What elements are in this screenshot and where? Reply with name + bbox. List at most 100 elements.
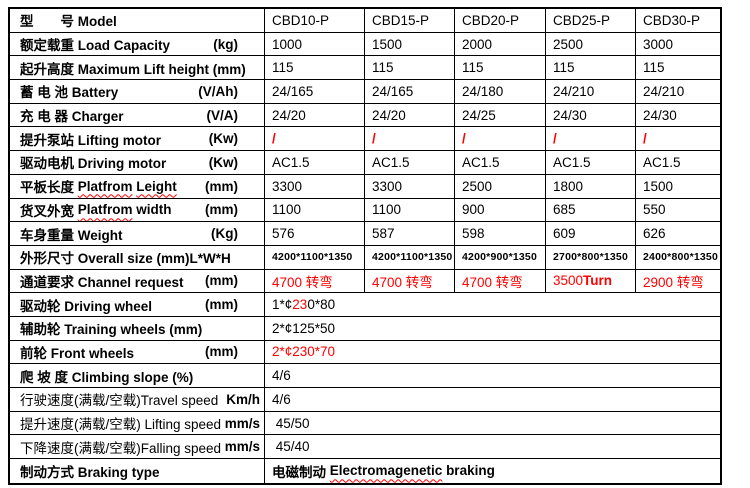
value-driving-wheel: 1*¢ 23 0*80 <box>264 293 720 316</box>
value-overall-size-col5: 2400*800*1350 <box>635 245 720 269</box>
value-overall-size-col3: 4200*900*1350 <box>454 245 545 269</box>
label-text: 提升速度(满载/空载) Lifting speed <box>20 417 222 433</box>
label-text: 外形尺寸 Overall size (mm)L*W*H <box>20 251 231 267</box>
cell-text: 115 <box>553 60 575 76</box>
value-channel-request-col1: 4700 转弯 <box>264 269 364 293</box>
value-load-capacity-col2: 1500 <box>364 32 454 56</box>
cell-text: 4200*1100*1350 <box>372 251 453 264</box>
cell-text: 24/165 <box>372 83 414 99</box>
value-load-capacity-col1: 1000 <box>264 32 364 56</box>
row-label-weight: 车身重量 Weight (Kg) <box>10 222 264 245</box>
value-max-lift-height-col3: 115 <box>454 56 545 80</box>
value-lifting-motor-col1: / <box>264 127 364 151</box>
label-text: (mm) <box>205 273 238 289</box>
value-model-col3: CBD20-P <box>454 9 545 32</box>
label-text: (mm) <box>205 178 238 194</box>
table-row-weight: 车身重量 Weight (Kg) 576 587 598 609 626 <box>10 222 720 246</box>
cell-text: 1*¢ <box>272 297 293 313</box>
label-text: (Kg) <box>211 226 238 242</box>
cell-text: 900 <box>462 202 485 218</box>
table-row-overall-size: 外形尺寸 Overall size (mm)L*W*H 4200*1100*135… <box>10 245 720 270</box>
label-text: 平板长度 <box>20 180 78 196</box>
cell-text: 2900 转弯 <box>643 274 704 290</box>
label-text: (mm) <box>205 344 238 360</box>
table-row-falling-speed: 下降速度(满载/空载)Falling speed mm/s 45/40 <box>10 435 720 460</box>
cell-text: 0*80 <box>307 297 336 313</box>
value-max-lift-height-col2: 115 <box>364 56 454 80</box>
value-travel-speed: 4/6 <box>264 388 720 411</box>
value-platform-width-col3: 900 <box>454 198 545 222</box>
cell-text: 3300 <box>272 178 303 194</box>
cell-text: CBD25-P <box>553 12 611 28</box>
value-platform-width-col5: 550 <box>635 198 720 222</box>
cell-text: 626 <box>643 226 666 242</box>
cell-text: 24/30 <box>553 107 587 123</box>
table-row-channel-request: 通道要求 Channel request (mm) 4700 转弯 4700 转弯 47… <box>10 269 720 294</box>
cell-text: 24/210 <box>553 83 595 99</box>
value-training-wheels: 2*¢125*50 <box>264 316 720 340</box>
cell-text: 550 <box>643 202 666 218</box>
cell-text: 电磁制动 <box>272 464 330 480</box>
value-battery-col5: 24/210 <box>635 80 720 103</box>
table-row-charger: 充 电 器 Charger (V/A) 24/20 24/20 24/25 24/30 24… <box>10 103 720 128</box>
value-max-lift-height-col1: 115 <box>264 56 364 80</box>
cell-text: 115 <box>272 60 294 76</box>
value-overall-size-col2: 4200*1100*1350 <box>364 245 454 269</box>
value-overall-size-col1: 4200*1100*1350 <box>264 245 364 269</box>
value-front-wheels: 2*¢230*70 <box>264 340 720 364</box>
value-max-lift-height-col4: 115 <box>545 56 635 80</box>
value-model-col5: CBD30-P <box>635 9 720 32</box>
cell-text: 1500 <box>643 178 674 194</box>
row-label-falling-speed: 下降速度(满载/空载)Falling speed mm/s <box>10 435 264 458</box>
value-falling-speed: 45/40 <box>264 435 720 459</box>
cell-text: 115 <box>643 60 665 76</box>
value-lifting-motor-col5: / <box>635 127 720 151</box>
value-platform-length-col4: 1800 <box>545 174 635 198</box>
cell-text: AC1.5 <box>272 154 310 170</box>
cell-text: 2*¢230*70 <box>272 344 336 360</box>
cell-text: 3000 <box>643 36 674 52</box>
value-channel-request-col3: 4700 转弯 <box>454 269 545 293</box>
cell-text: 2*¢125*50 <box>272 320 336 336</box>
label-text: (V/Ah) <box>198 83 238 99</box>
row-label-travel-speed: 行驶速度(满载/空载)Travel speed Km/h <box>10 388 264 411</box>
cell-text: / <box>372 131 376 147</box>
cell-text: 2500 <box>553 36 584 52</box>
value-charger-col5: 24/30 <box>635 103 720 127</box>
label-text: Leight <box>136 178 177 194</box>
value-weight-col1: 576 <box>264 222 364 245</box>
cell-text: AC1.5 <box>462 154 500 170</box>
cell-text: braking <box>442 463 495 479</box>
table-row-lifting-speed: 提升速度(满载/空载) Lifting speed mm/s 45/50 <box>10 411 720 436</box>
cell-text: 576 <box>272 226 295 242</box>
value-braking-type: 电磁制动 Electromagenetic braking <box>264 459 720 483</box>
row-label-overall-size: 外形尺寸 Overall size (mm)L*W*H <box>10 246 264 269</box>
table-row-lifting-motor: 提升泵站 Lifting motor (Kw) / / / / / <box>10 127 720 152</box>
row-label-channel-request: 通道要求 Channel request (mm) <box>10 270 264 293</box>
label-text: 行驶速度(满载/空载)Travel speed <box>20 393 219 409</box>
value-channel-request-col2: 4700 转弯 <box>364 269 454 293</box>
cell-text: 1100 <box>272 202 302 218</box>
label-text: 提升泵站 Lifting motor <box>20 132 161 148</box>
value-model-col2: CBD15-P <box>364 9 454 32</box>
label-text: 额定载重 Load Capacity <box>20 38 171 54</box>
row-label-driving-wheel: 驱动轮 Driving wheel (mm) <box>10 293 264 316</box>
cell-text: 685 <box>553 202 576 218</box>
row-label-front-wheels: 前轮 Front wheels (mm) <box>10 341 264 364</box>
row-label-climbing-slope: 爬 坡 度 Climbing slope (%) <box>10 364 264 387</box>
cell-text: 24/180 <box>462 83 504 99</box>
label-text: 起升高度 Maximum Lift height (mm) <box>20 61 246 77</box>
table-row-platform-length: 平板长度 Platfrom Leight (mm) 3300 3300 2500 1800… <box>10 174 720 199</box>
cell-text: 24/210 <box>643 83 685 99</box>
value-overall-size-col4: 2700*800*1350 <box>545 245 635 269</box>
value-lifting-motor-col2: / <box>364 127 454 151</box>
label-text: 驱动轮 Driving wheel <box>20 298 153 314</box>
cell-text: / <box>643 131 647 147</box>
value-load-capacity-col4: 2500 <box>545 32 635 56</box>
label-text: 前轮 Front wheels <box>20 345 135 361</box>
cell-text: 1000 <box>272 36 303 52</box>
label-text: (V/A) <box>206 107 239 123</box>
label-text: Platfrom <box>77 202 133 218</box>
cell-text: 4/6 <box>272 368 291 384</box>
cell-text: 4700 转弯 <box>372 274 433 290</box>
